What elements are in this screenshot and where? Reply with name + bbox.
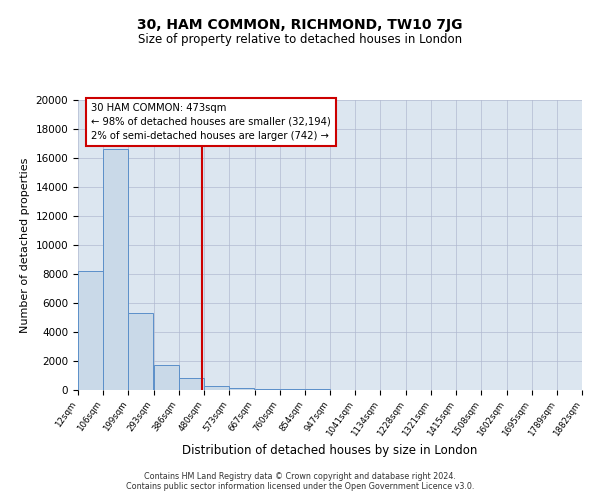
- Bar: [103, 150, 128, 390]
- Text: 30 HAM COMMON: 473sqm
← 98% of detached houses are smaller (32,194)
2% of semi-d: 30 HAM COMMON: 473sqm ← 98% of detached …: [91, 103, 331, 141]
- Text: Size of property relative to detached houses in London: Size of property relative to detached ho…: [138, 32, 462, 46]
- Bar: [204, 386, 229, 390]
- Y-axis label: Number of detached properties: Number of detached properties: [20, 158, 30, 332]
- X-axis label: Distribution of detached houses by size in London: Distribution of detached houses by size …: [182, 444, 478, 456]
- Bar: [229, 388, 254, 390]
- Bar: [179, 378, 204, 390]
- Bar: [254, 388, 280, 390]
- Bar: [280, 389, 305, 390]
- Text: 30, HAM COMMON, RICHMOND, TW10 7JG: 30, HAM COMMON, RICHMOND, TW10 7JG: [137, 18, 463, 32]
- Text: Contains public sector information licensed under the Open Government Licence v3: Contains public sector information licen…: [126, 482, 474, 491]
- Bar: [128, 313, 154, 390]
- Bar: [154, 364, 179, 390]
- Bar: [78, 271, 103, 390]
- Text: Contains HM Land Registry data © Crown copyright and database right 2024.: Contains HM Land Registry data © Crown c…: [144, 472, 456, 481]
